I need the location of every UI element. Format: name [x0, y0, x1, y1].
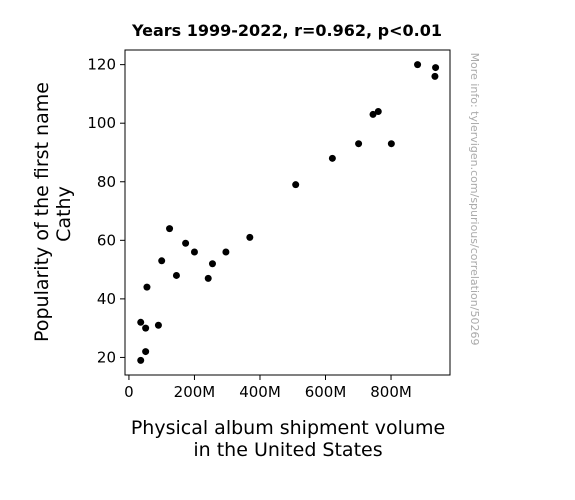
- x-axis-label-line-1: Physical album shipment volume: [131, 417, 445, 439]
- data-point: [328, 154, 336, 162]
- y-tick-label: 60: [97, 231, 116, 249]
- data-point: [142, 348, 150, 356]
- data-point: [137, 356, 145, 364]
- y-tick-label: 40: [97, 290, 116, 308]
- data-point: [190, 248, 198, 256]
- data-point: [414, 61, 422, 69]
- y-axis-label-line-2: Cathy: [53, 186, 75, 242]
- data-point: [222, 248, 230, 256]
- data-point: [246, 233, 254, 241]
- data-point: [182, 239, 190, 247]
- x-axis-label-line-2: in the United States: [193, 439, 382, 461]
- source-note: More info: tylervigen.com/spurious/corre…: [468, 53, 481, 346]
- data-point: [172, 271, 180, 279]
- data-point: [369, 110, 377, 118]
- data-point: [158, 257, 166, 265]
- y-tick-label: 20: [97, 348, 116, 366]
- x-tick-label: 200M: [174, 383, 216, 401]
- data-point: [431, 72, 439, 80]
- data-point: [432, 64, 440, 72]
- data-point: [387, 140, 395, 148]
- y-tick-label: 80: [97, 173, 116, 191]
- y-tick-label: 100: [87, 114, 116, 132]
- y-tick-label: 120: [87, 56, 116, 74]
- data-point: [292, 181, 300, 189]
- data-point: [154, 321, 162, 329]
- chart-title: Years 1999-2022, r=0.962, p<0.01: [131, 21, 442, 40]
- x-tick-label: 600M: [305, 383, 347, 401]
- x-tick-label: 400M: [239, 383, 281, 401]
- data-point: [374, 107, 382, 115]
- x-tick-label: 800M: [370, 383, 412, 401]
- data-point: [208, 260, 216, 268]
- data-point: [137, 318, 145, 326]
- data-point: [204, 274, 212, 282]
- plot-area: 0 200M 400M 600M 800M 20 40 60 80 100 120: [87, 49, 451, 401]
- data-point: [142, 324, 150, 332]
- data-point: [166, 225, 174, 233]
- plot-frame: [124, 49, 451, 376]
- x-tick-label: 0: [124, 383, 134, 401]
- data-point: [355, 140, 363, 148]
- y-axis-label-line-1: Popularity of the first name: [31, 82, 53, 342]
- data-point: [143, 283, 151, 291]
